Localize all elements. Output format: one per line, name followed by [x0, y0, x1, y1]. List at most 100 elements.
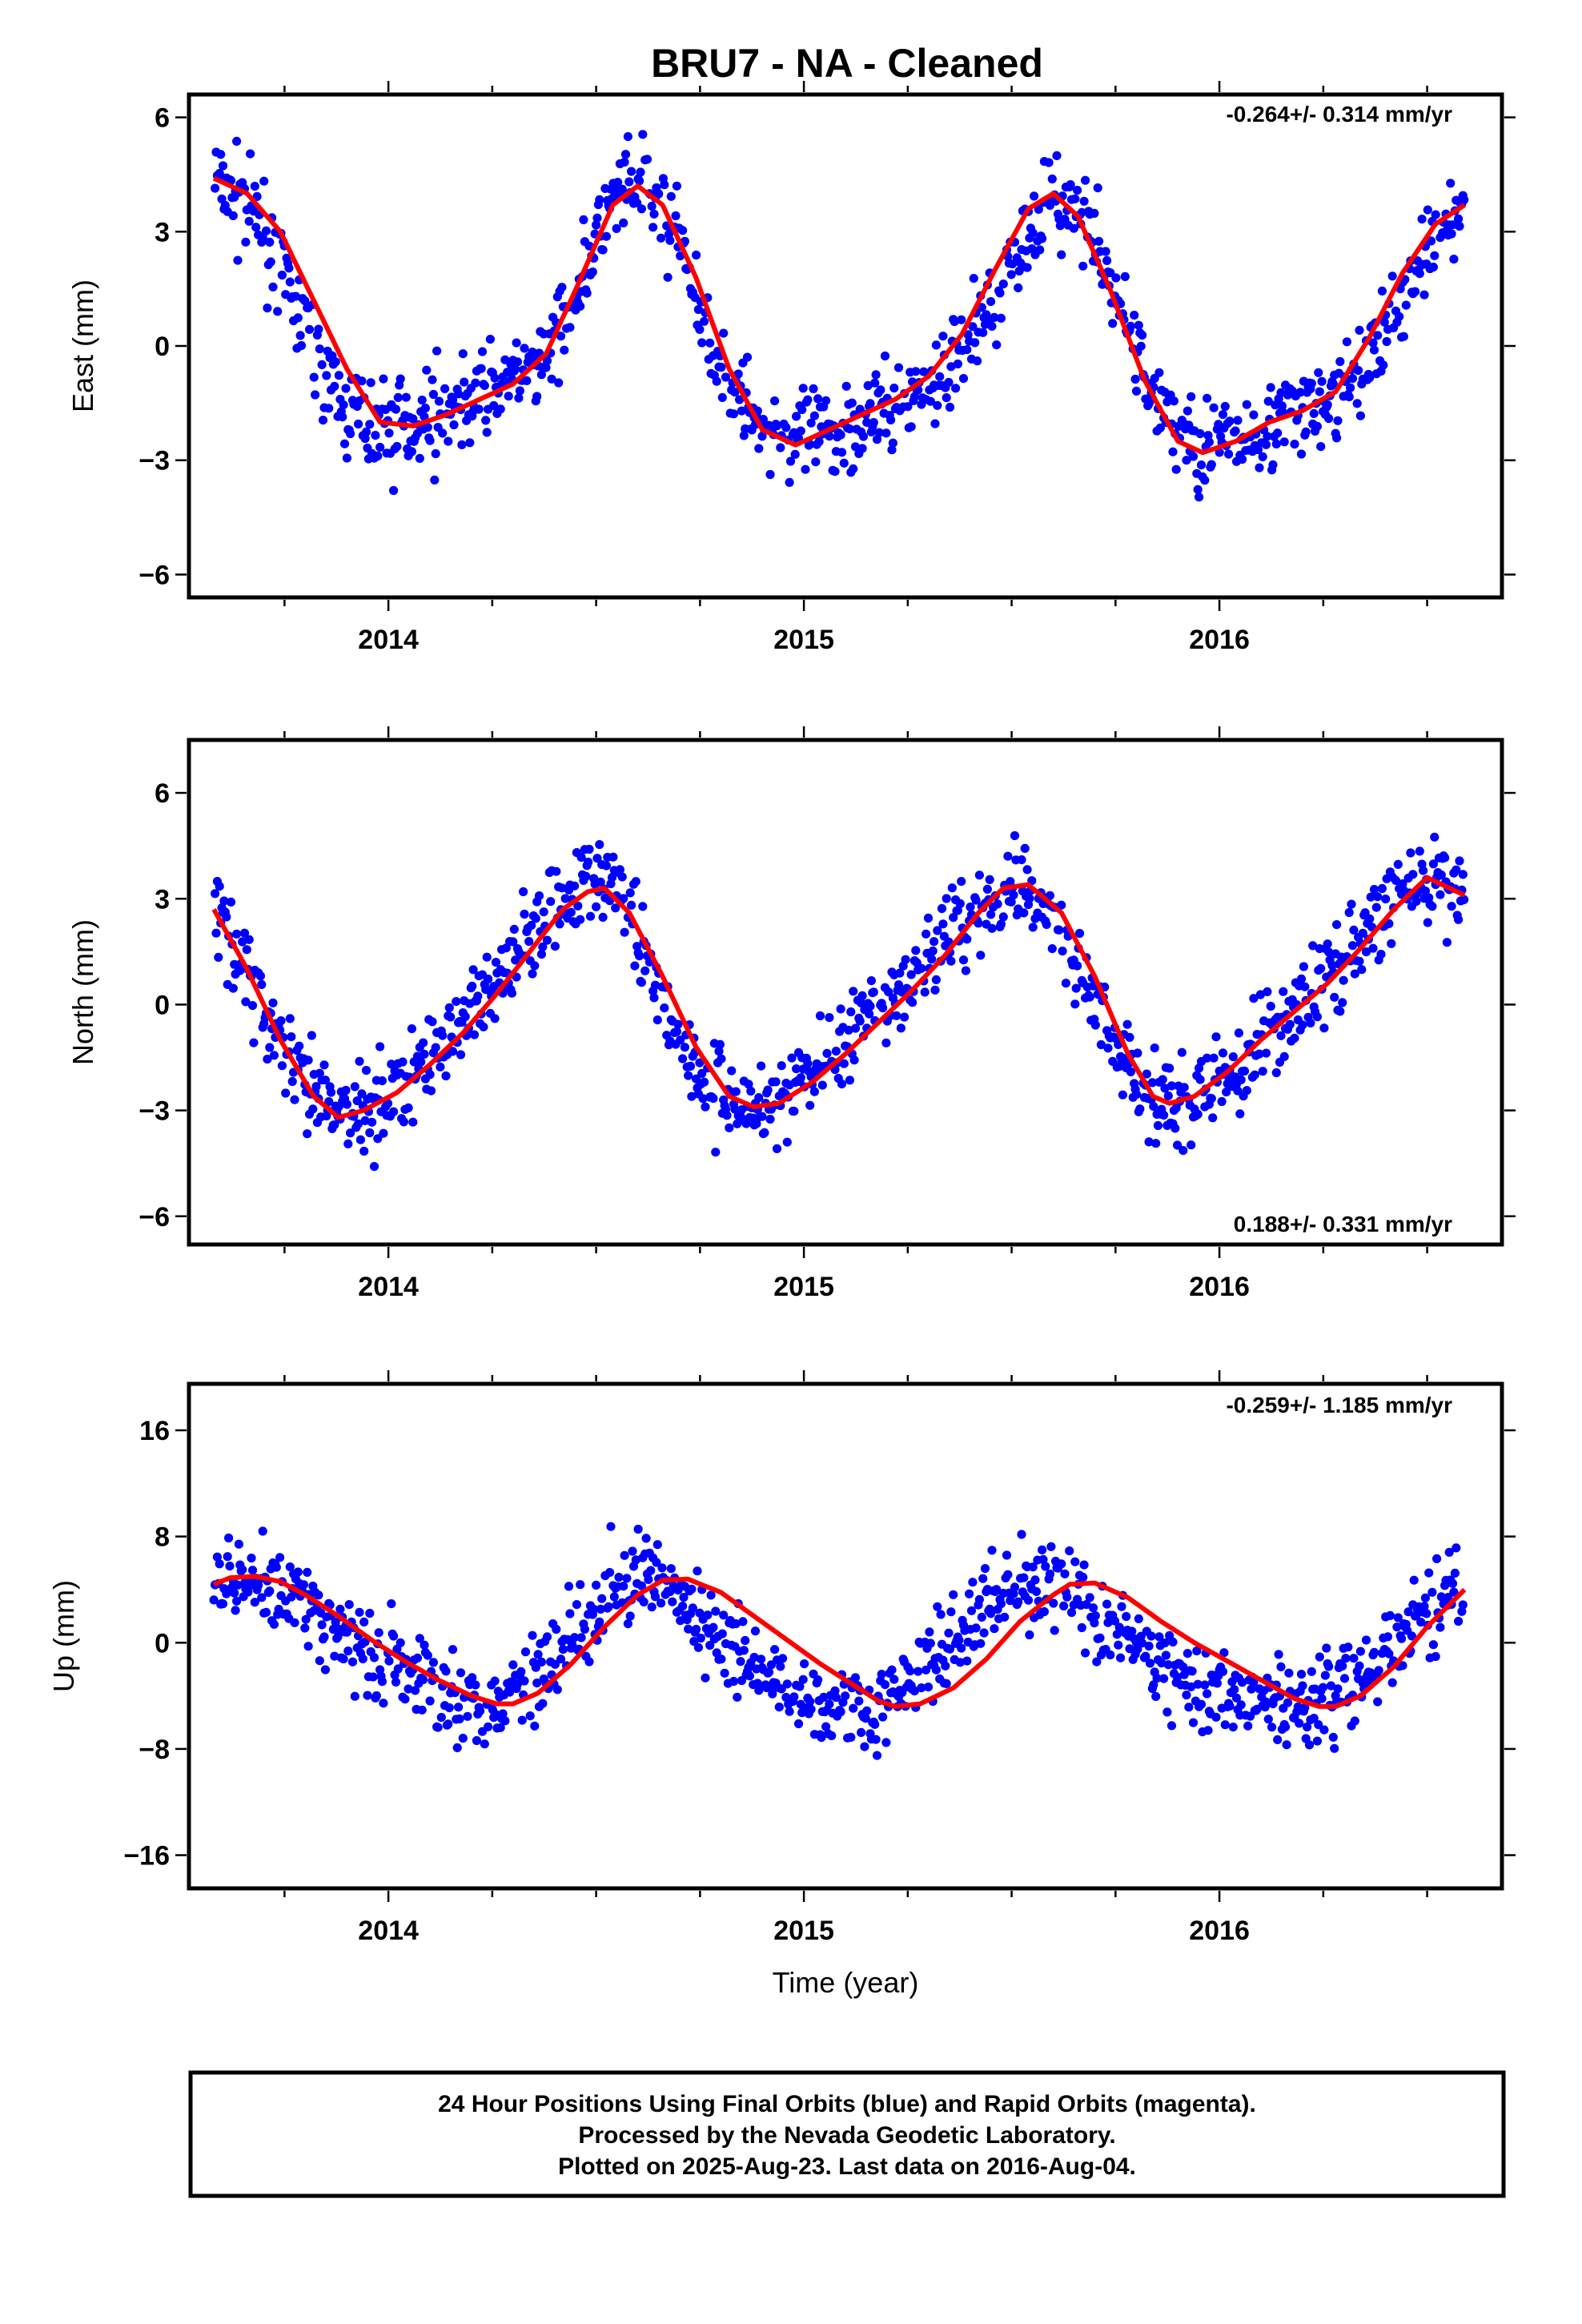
data-point: [1281, 1722, 1291, 1731]
data-point: [1028, 228, 1038, 238]
data-point: [849, 987, 858, 996]
data-point: [886, 415, 896, 425]
data-point: [1253, 445, 1263, 455]
data-point: [1046, 1542, 1056, 1551]
data-point: [1110, 1616, 1120, 1626]
data-point: [1002, 1550, 1012, 1560]
data-point: [855, 1016, 865, 1026]
data-point: [889, 1675, 899, 1684]
data-point: [774, 1703, 784, 1712]
data-point: [633, 1524, 643, 1534]
data-point: [1430, 251, 1439, 260]
data-point: [1178, 1146, 1188, 1156]
data-point: [1006, 270, 1016, 279]
data-point: [906, 422, 916, 432]
data-point: [944, 1628, 954, 1638]
data-point: [1393, 859, 1403, 869]
data-point: [401, 392, 411, 402]
data-point: [238, 1565, 247, 1574]
data-point: [1178, 1663, 1188, 1672]
data-point: [1090, 208, 1099, 218]
data-point: [585, 911, 596, 921]
data-point: [1247, 1684, 1256, 1694]
data-point: [1377, 286, 1387, 296]
data-point: [1196, 460, 1207, 470]
data-point: [416, 1057, 426, 1067]
data-point: [1347, 374, 1358, 384]
data-point: [1319, 1725, 1329, 1735]
data-point: [249, 1038, 259, 1047]
data-point: [990, 312, 999, 322]
data-point: [1066, 1607, 1077, 1618]
data-point: [588, 267, 597, 277]
data-point: [1228, 1723, 1238, 1732]
data-point: [797, 404, 807, 415]
data-point: [1417, 215, 1427, 224]
data-point: [1117, 1602, 1126, 1611]
data-point: [384, 1656, 394, 1666]
data-point: [576, 853, 586, 862]
data-point: [304, 324, 315, 334]
data-point: [366, 378, 375, 388]
data-point: [542, 356, 552, 366]
data-point: [530, 961, 540, 971]
data-point: [330, 1120, 339, 1130]
data-point: [1324, 947, 1334, 957]
data-point: [862, 1706, 872, 1715]
x-tick-label: 2016: [1189, 625, 1250, 655]
data-point: [880, 351, 890, 361]
data-point: [771, 1077, 781, 1087]
data-point: [255, 971, 265, 981]
data-point: [407, 1024, 416, 1034]
data-point: [596, 1604, 605, 1614]
data-point: [795, 1682, 805, 1691]
data-point: [1006, 1596, 1015, 1606]
data-point: [1335, 356, 1345, 367]
data-point: [809, 1087, 820, 1096]
data-point: [568, 1640, 577, 1650]
data-point: [490, 373, 500, 383]
data-point: [770, 396, 780, 406]
data-point: [764, 1667, 774, 1677]
data-point: [441, 1667, 451, 1676]
data-point: [295, 331, 305, 340]
data-point: [232, 929, 242, 939]
data-point: [706, 1590, 716, 1600]
data-point: [1233, 416, 1243, 425]
data-point: [441, 1071, 451, 1081]
data-point: [1407, 1631, 1416, 1641]
data-point: [1279, 437, 1289, 447]
data-point: [968, 322, 978, 332]
data-point: [1276, 1662, 1286, 1671]
data-point: [1326, 1681, 1336, 1691]
data-point: [657, 1563, 667, 1573]
data-point: [935, 372, 945, 381]
data-point: [398, 1057, 408, 1067]
data-point: [311, 390, 320, 400]
data-point: [339, 439, 350, 448]
data-point: [1290, 1033, 1299, 1043]
data-point: [300, 1623, 310, 1633]
data-point: [1236, 1700, 1246, 1710]
data-point: [1428, 859, 1438, 869]
data-point: [420, 1640, 429, 1650]
data-point: [1427, 902, 1437, 911]
data-point: [757, 1112, 767, 1121]
data-point: [423, 423, 432, 432]
data-point: [250, 182, 259, 191]
data-point: [1266, 1001, 1275, 1011]
data-point: [257, 1593, 267, 1602]
data-point: [701, 1673, 710, 1683]
data-point: [1052, 151, 1062, 160]
data-point: [1357, 965, 1367, 975]
data-point: [656, 233, 666, 243]
data-point: [1003, 851, 1013, 861]
data-point: [1382, 336, 1391, 347]
data-point: [921, 1665, 931, 1675]
data-point: [1151, 1139, 1161, 1148]
data-point: [230, 1588, 239, 1598]
data-point: [1235, 1109, 1245, 1119]
data-point: [631, 877, 640, 887]
data-point: [693, 304, 704, 315]
data-point: [1355, 1661, 1364, 1671]
